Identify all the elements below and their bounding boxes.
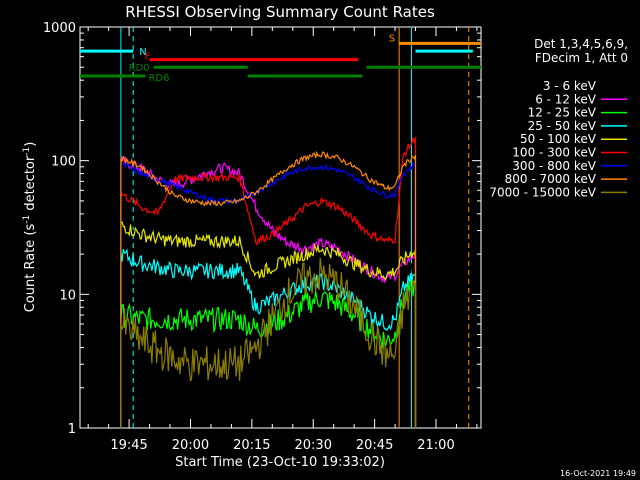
- y-tick-label-1: 1: [68, 422, 76, 437]
- legend-label-0: 3 - 6 keV: [543, 79, 597, 93]
- series-7000to15000keV: [120, 257, 417, 429]
- x-tick-label-2000: 20:00: [172, 438, 209, 453]
- series-line-1: [120, 155, 417, 429]
- chart-title: RHESSI Observing Summary Count Rates: [125, 3, 435, 21]
- flag-label-n: N: [139, 47, 146, 58]
- legend-header-detectors: Det 1,3,4,5,6,9,: [534, 37, 628, 51]
- legend-label-4: 50 - 100 keV: [520, 132, 597, 146]
- legend-label-2: 12 - 25 keV: [528, 106, 597, 120]
- series-line-3: [120, 248, 417, 429]
- legend-label-3: 25 - 50 keV: [528, 119, 597, 133]
- timestamp: 16-Oct-2021 19:49: [560, 469, 636, 478]
- y-axis-label: Count Rate (s-1 detector-1): [22, 142, 38, 313]
- y-tick-label-10: 10: [59, 288, 76, 303]
- series-800to7000keV: [120, 150, 417, 429]
- series-line-5: [120, 136, 417, 429]
- x-tick-label-2015: 20:15: [233, 438, 270, 453]
- legend-label-5: 100 - 300 keV: [512, 146, 596, 160]
- legend: Det 1,3,4,5,6,9, FDecim 1, Att 0 3 - 6 k…: [489, 37, 628, 199]
- y-tick-label-100: 100: [51, 155, 76, 170]
- x-axis-title: Start Time (23-Oct-10 19:33:02): [175, 455, 385, 470]
- series-25to50keV: [120, 248, 417, 429]
- x-tick-label-2100: 21:00: [417, 438, 454, 453]
- series-line-7: [120, 150, 417, 429]
- legend-label-1: 6 - 12 keV: [535, 92, 597, 106]
- series-6to12keV: [120, 155, 417, 429]
- y-tick-label-1000: 1000: [43, 21, 76, 36]
- legend-label-7: 800 - 7000 keV: [505, 172, 597, 186]
- series-line-4: [120, 221, 417, 429]
- y-axis-title: Count Rate (s-1 detector-1): [22, 142, 38, 313]
- series-100to300keV: [120, 136, 417, 429]
- series-line-8: [120, 257, 417, 429]
- flag-label-rd0: RD0: [129, 63, 150, 74]
- x-tick-label-1945: 19:45: [110, 438, 147, 453]
- x-tick-label-2030: 20:30: [295, 438, 332, 453]
- legend-label-8: 7000 - 15000 keV: [489, 185, 596, 199]
- legend-label-6: 300 - 800 keV: [512, 159, 596, 173]
- x-tick-label-2045: 20:45: [356, 438, 393, 453]
- plot-frame: [79, 26, 482, 429]
- legend-header-decim: FDecim 1, Att 0: [535, 51, 628, 65]
- series-line-6: [120, 161, 417, 429]
- flag-label-s: S: [389, 33, 395, 44]
- flag-label-rd6: RD6: [148, 73, 169, 84]
- series-300to800keV: [120, 161, 417, 429]
- series-50to100keV: [120, 221, 417, 429]
- flag-label-f: F: [145, 52, 151, 63]
